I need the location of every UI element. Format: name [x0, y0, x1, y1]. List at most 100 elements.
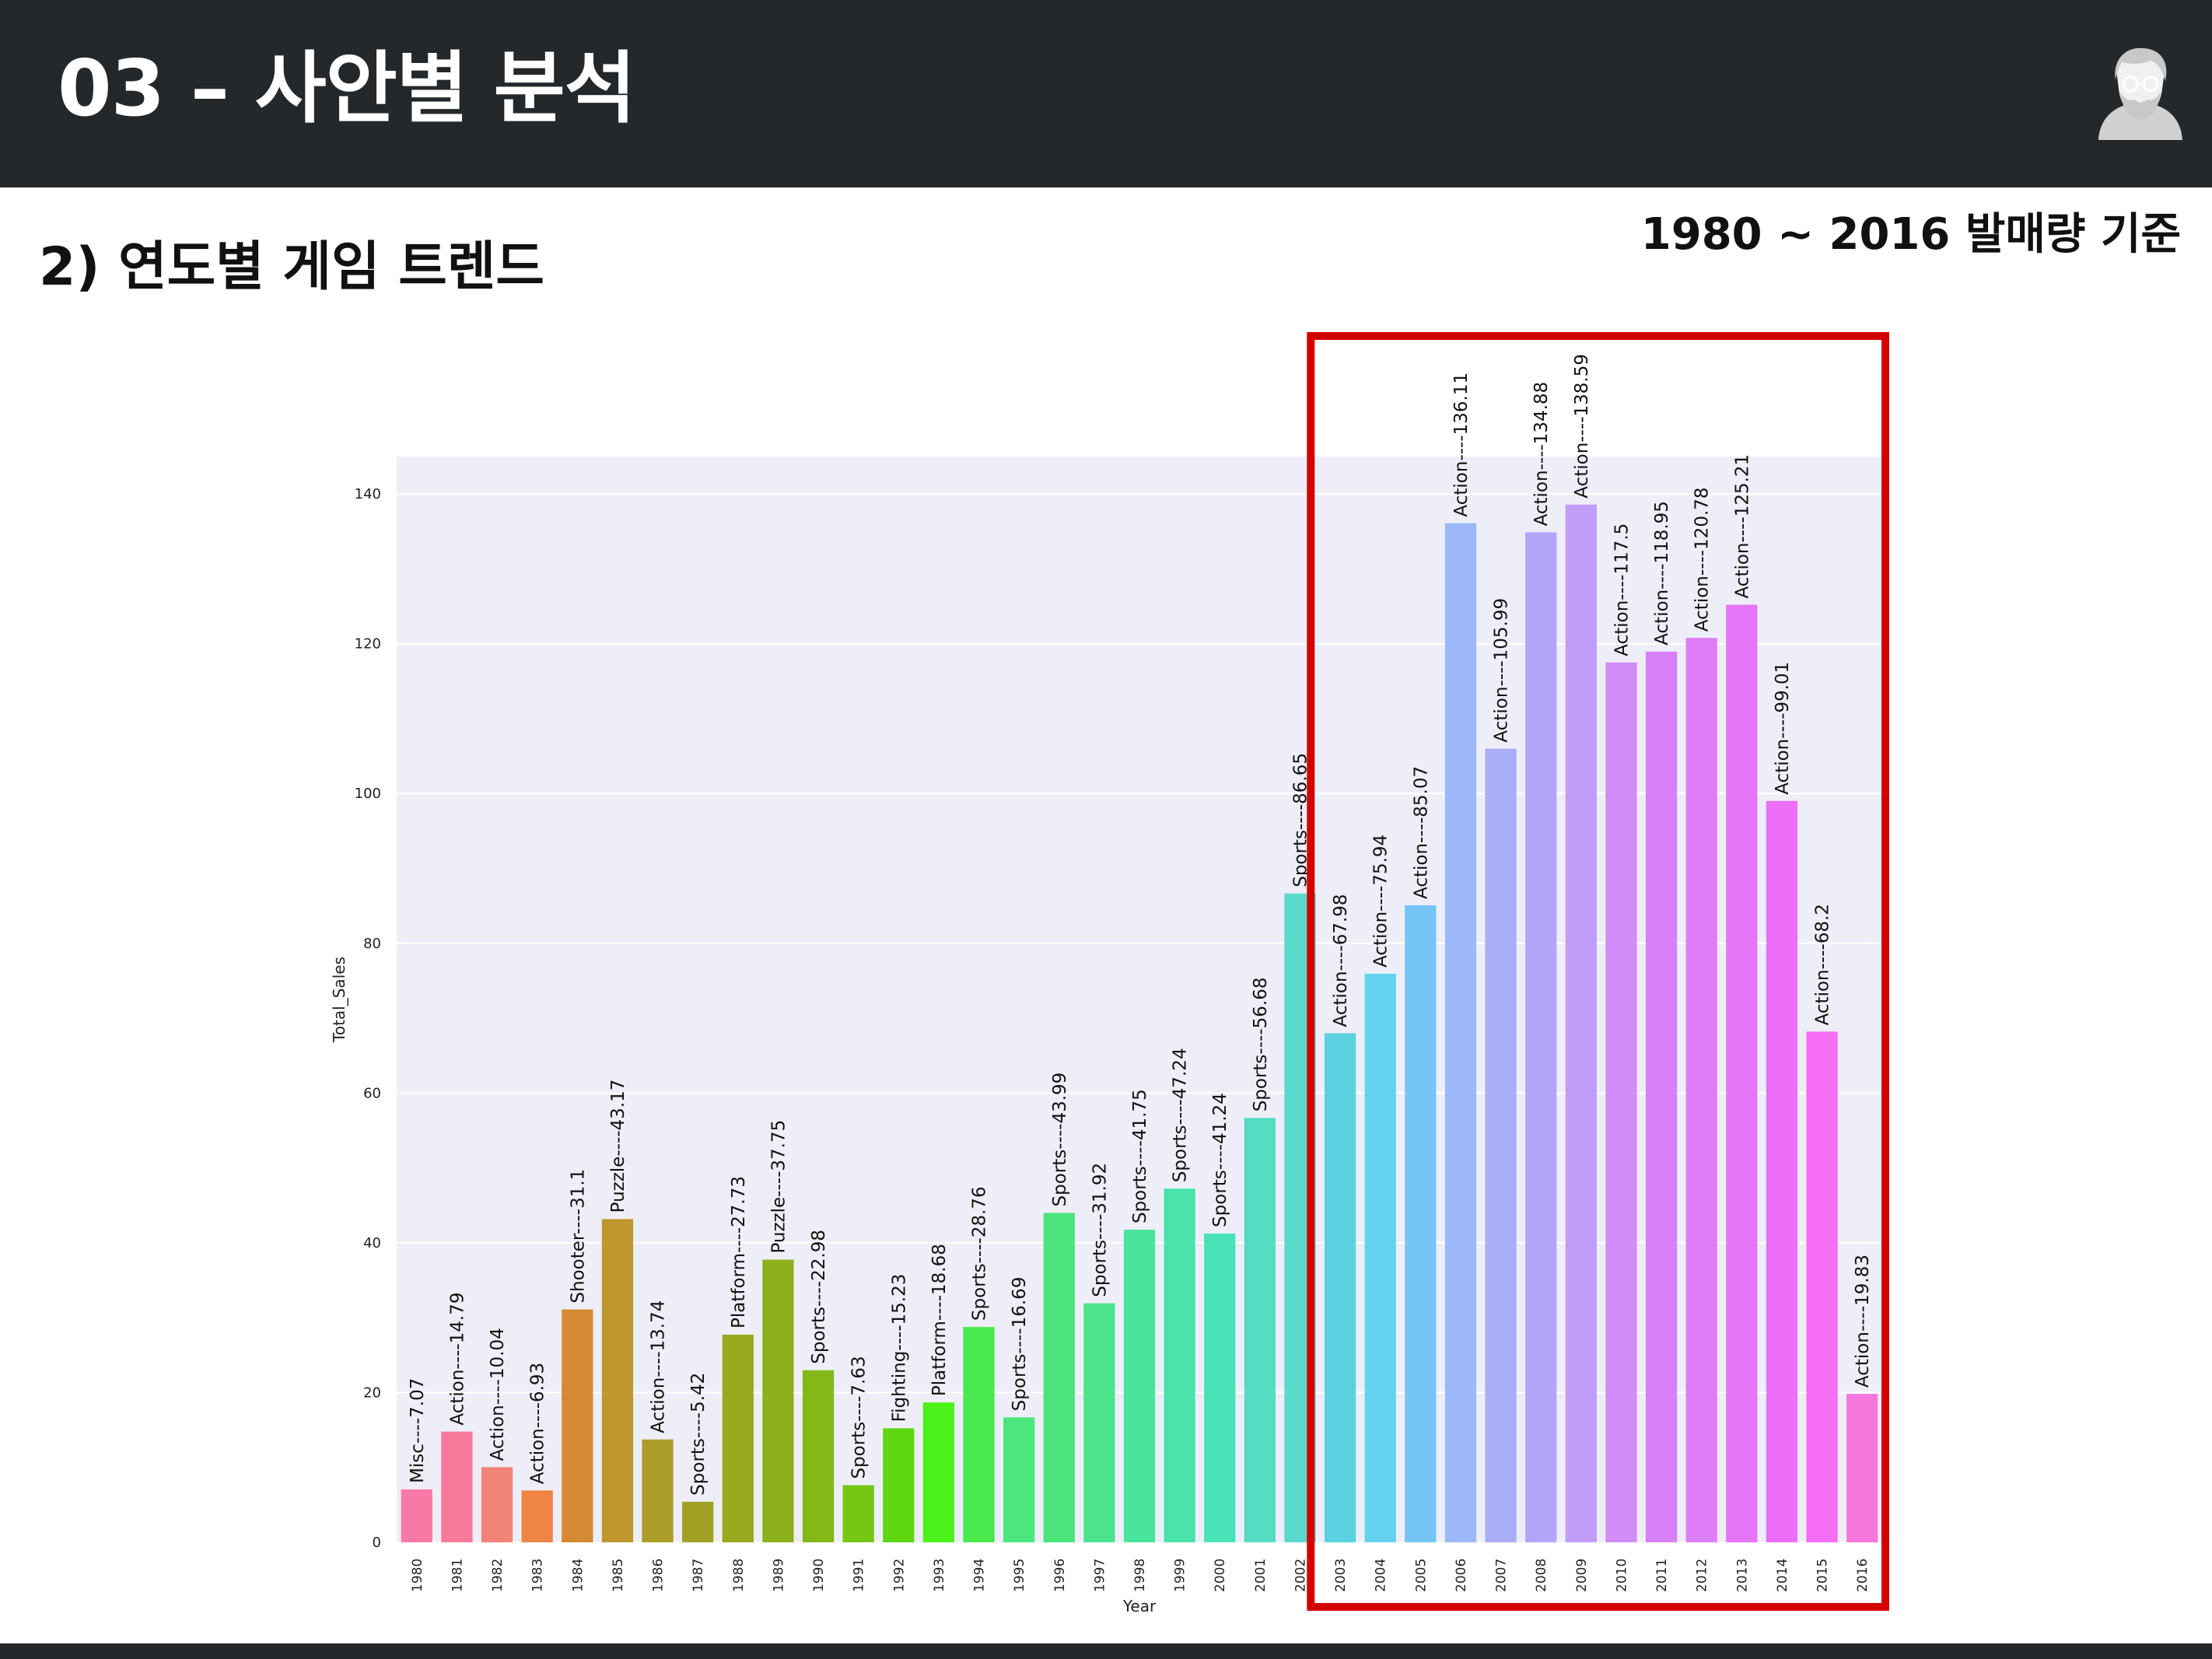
x-tick-label: 2008 — [1534, 1559, 1549, 1592]
data-label-1981: Action----14.79 — [447, 1293, 467, 1426]
bar-1982 — [481, 1467, 513, 1542]
data-label-2000: Sports----41.24 — [1210, 1093, 1230, 1227]
x-tick-label: 1992 — [891, 1559, 907, 1592]
x-tick-label: 2005 — [1413, 1559, 1429, 1592]
data-label-1997: Sports----31.92 — [1090, 1163, 1110, 1297]
data-label-1996: Sports----43.99 — [1050, 1073, 1070, 1207]
x-tick-label: 1991 — [852, 1559, 867, 1592]
data-label-1994: Sports----28.76 — [970, 1186, 990, 1321]
x-tick-label: 2000 — [1213, 1559, 1228, 1592]
data-label-2012: Action----120.78 — [1692, 487, 1713, 632]
data-label-1990: Sports----22.98 — [809, 1230, 829, 1364]
y-tick-label: 40 — [363, 1235, 381, 1251]
bar-1998 — [1123, 1230, 1156, 1542]
header-bar: 03 – 사안별 분석 — [0, 0, 2212, 187]
bar-2003 — [1324, 1033, 1356, 1542]
data-label-1988: Platform----27.73 — [729, 1176, 749, 1328]
x-tick-label: 1986 — [651, 1559, 667, 1592]
data-label-2006: Action----136.11 — [1451, 373, 1472, 517]
x-tick-label: 1981 — [450, 1559, 465, 1592]
bar-2001 — [1244, 1118, 1276, 1542]
x-tick-label: 1997 — [1092, 1559, 1108, 1592]
y-axis-label: Total_Sales — [330, 957, 348, 1043]
data-label-1984: Shooter----31.1 — [568, 1169, 588, 1304]
x-tick-label: 1989 — [771, 1559, 786, 1592]
x-tick-label: 2013 — [1734, 1559, 1750, 1592]
x-tick-label: 2015 — [1815, 1559, 1831, 1592]
bar-2014 — [1766, 800, 1798, 1542]
data-label-1985: Puzzle----43.17 — [608, 1080, 628, 1213]
bar-2005 — [1405, 905, 1437, 1542]
x-tick-label: 2011 — [1654, 1559, 1670, 1592]
y-tick-label: 100 — [355, 786, 381, 802]
bar-1981 — [441, 1431, 473, 1542]
x-tick-label: 2009 — [1574, 1559, 1590, 1592]
x-tick-label: 2010 — [1614, 1559, 1629, 1592]
bar-1980 — [401, 1489, 432, 1542]
x-axis-label: Year — [1122, 1597, 1157, 1615]
data-label-1993: Platform----18.68 — [929, 1244, 950, 1396]
range-note: 1980 ~ 2016 발매량 기준 — [1640, 209, 2181, 260]
data-label-1991: Sports----7.63 — [849, 1356, 870, 1479]
data-label-1987: Sports----5.42 — [688, 1373, 709, 1496]
bar-2009 — [1565, 504, 1597, 1542]
data-label-1992: Fighting----15.23 — [889, 1274, 909, 1423]
bar-1991 — [842, 1485, 874, 1542]
bar-1993 — [922, 1402, 955, 1542]
x-tick-label: 2003 — [1333, 1559, 1349, 1592]
data-label-2005: Action----85.07 — [1411, 766, 1431, 899]
data-label-2003: Action----67.98 — [1331, 894, 1351, 1027]
data-label-1999: Sports----47.24 — [1171, 1048, 1191, 1182]
data-label-2014: Action----99.01 — [1773, 662, 1793, 795]
bar-2000 — [1204, 1233, 1236, 1542]
data-label-1995: Sports----16.69 — [1010, 1277, 1030, 1412]
bar-2013 — [1726, 604, 1758, 1542]
x-tick-label: 2016 — [1855, 1559, 1871, 1592]
bar-2010 — [1605, 662, 1637, 1543]
page-title: 03 – 사안별 분석 — [58, 43, 636, 134]
bar-1986 — [642, 1439, 674, 1542]
bar-1984 — [562, 1309, 593, 1542]
x-tick-label: 1994 — [972, 1559, 988, 1592]
highlight-box — [1307, 332, 1889, 1611]
data-label-2009: Action----138.59 — [1572, 354, 1592, 499]
x-tick-label: 1993 — [932, 1559, 947, 1592]
bar-2011 — [1645, 651, 1678, 1543]
data-label-1982: Action----10.04 — [488, 1328, 508, 1461]
y-tick-label: 80 — [363, 936, 381, 952]
bar-1989 — [762, 1259, 794, 1542]
data-label-2008: Action----134.88 — [1531, 382, 1552, 527]
x-tick-label: 1988 — [731, 1559, 747, 1592]
bar-2015 — [1806, 1031, 1838, 1542]
x-tick-label: 1980 — [410, 1559, 425, 1592]
data-label-1980: Misc----7.07 — [408, 1378, 428, 1483]
data-label-1989: Puzzle----37.75 — [768, 1120, 789, 1254]
bar-1985 — [601, 1219, 634, 1542]
x-tick-label: 1985 — [611, 1559, 626, 1592]
x-tick-label: 1984 — [570, 1559, 586, 1592]
x-tick-label: 1987 — [691, 1559, 706, 1592]
x-tick-label: 2014 — [1775, 1559, 1790, 1592]
bar-2016 — [1846, 1394, 1878, 1542]
x-tick-label: 2004 — [1374, 1559, 1389, 1592]
bar-2007 — [1485, 748, 1517, 1542]
data-label-2001: Sports----56.68 — [1251, 978, 1271, 1112]
x-tick-label: 2006 — [1454, 1559, 1469, 1592]
bar-1994 — [963, 1327, 995, 1542]
data-label-2015: Action----68.2 — [1813, 904, 1833, 1025]
x-tick-label: 1982 — [490, 1559, 506, 1592]
bar-1995 — [1003, 1417, 1035, 1542]
data-label-1986: Action----13.74 — [649, 1300, 669, 1433]
x-tick-label: 1998 — [1132, 1559, 1148, 1592]
data-label-2013: Action----125.21 — [1732, 454, 1752, 599]
hipster-avatar-icon — [2098, 47, 2182, 140]
bar-1983 — [521, 1490, 553, 1542]
data-label-2010: Action----117.5 — [1612, 523, 1632, 656]
x-tick-label: 1996 — [1052, 1559, 1068, 1592]
bar-1992 — [883, 1428, 915, 1542]
bar-1996 — [1043, 1213, 1075, 1542]
section-subtitle: 2) 연도별 게임 트렌드 — [39, 236, 544, 298]
y-tick-label: 60 — [363, 1085, 381, 1101]
